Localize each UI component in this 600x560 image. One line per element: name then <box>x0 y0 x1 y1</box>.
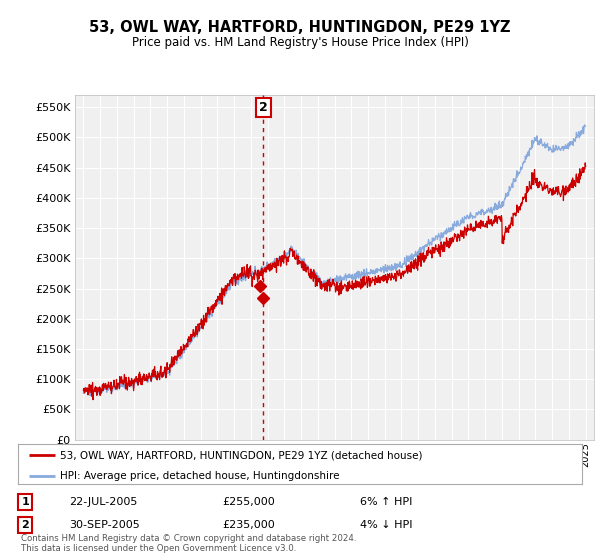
Text: 53, OWL WAY, HARTFORD, HUNTINGDON, PE29 1YZ (detached house): 53, OWL WAY, HARTFORD, HUNTINGDON, PE29 … <box>60 450 423 460</box>
Text: 2: 2 <box>259 101 268 114</box>
Text: HPI: Average price, detached house, Huntingdonshire: HPI: Average price, detached house, Hunt… <box>60 470 340 480</box>
Text: £235,000: £235,000 <box>222 520 275 530</box>
Text: Contains HM Land Registry data © Crown copyright and database right 2024.
This d: Contains HM Land Registry data © Crown c… <box>21 534 356 553</box>
Text: £255,000: £255,000 <box>222 497 275 507</box>
Text: 30-SEP-2005: 30-SEP-2005 <box>69 520 140 530</box>
Text: 22-JUL-2005: 22-JUL-2005 <box>69 497 137 507</box>
Text: 53, OWL WAY, HARTFORD, HUNTINGDON, PE29 1YZ: 53, OWL WAY, HARTFORD, HUNTINGDON, PE29 … <box>89 20 511 35</box>
Text: 2: 2 <box>22 520 29 530</box>
Text: 6% ↑ HPI: 6% ↑ HPI <box>360 497 412 507</box>
Text: 1: 1 <box>22 497 29 507</box>
Text: Price paid vs. HM Land Registry's House Price Index (HPI): Price paid vs. HM Land Registry's House … <box>131 36 469 49</box>
Text: 4% ↓ HPI: 4% ↓ HPI <box>360 520 413 530</box>
